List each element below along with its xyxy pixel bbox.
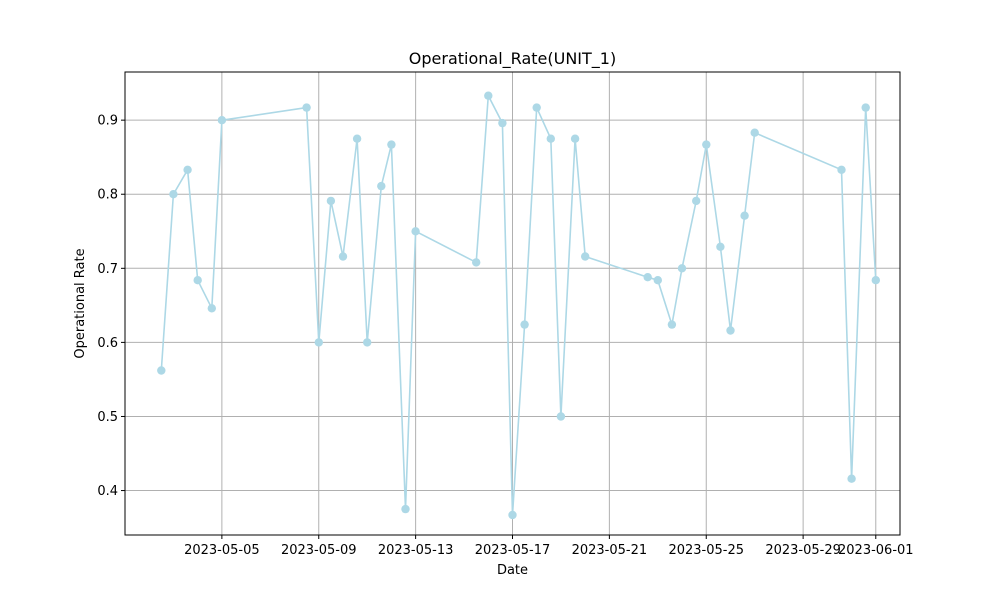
axis-ticks: 2023-05-05 2023-05-09 2023-05-13 2023-05-17… — [97, 114, 913, 558]
data-point — [326, 196, 336, 206]
data-point — [377, 181, 386, 191]
data-point — [716, 242, 725, 251]
data-point — [352, 134, 362, 143]
data-point — [546, 134, 555, 143]
data-point — [169, 190, 178, 199]
x-tick-label: 2023-05-05 — [184, 543, 260, 558]
data-point — [871, 276, 880, 285]
data-point — [643, 273, 652, 282]
data-point — [847, 474, 856, 483]
data-point — [726, 326, 735, 335]
data-point — [302, 103, 311, 112]
data-point — [570, 134, 580, 143]
chart-title: Operational_Rate(UNIT_1) — [409, 49, 616, 69]
series-line — [160, 92, 877, 516]
data-point — [183, 165, 192, 174]
data-point — [314, 338, 323, 347]
data-point — [207, 304, 216, 313]
data-point — [411, 227, 420, 236]
data-point — [387, 140, 396, 149]
data-point — [677, 264, 687, 273]
plot-frame — [124, 71, 901, 536]
data-point — [498, 118, 507, 128]
y-axis-label: Operational Rate — [73, 248, 88, 358]
x-axis-label: Date — [497, 563, 528, 578]
data-point — [363, 338, 372, 347]
x-tick-label: 2023-05-13 — [378, 543, 454, 558]
y-tick-label: 0.7 — [97, 262, 118, 277]
data-point — [484, 91, 493, 100]
series — [157, 91, 880, 520]
y-tick-label: 0.4 — [97, 484, 118, 499]
data-point — [157, 366, 166, 375]
x-tick-label: 2023-05-09 — [281, 543, 357, 558]
data-point — [750, 128, 759, 137]
data-point — [472, 258, 481, 267]
data-point — [532, 103, 541, 112]
y-tick-label: 0.8 — [97, 188, 118, 203]
x-tick-label: 2023-06-01 — [838, 543, 914, 558]
y-tick-label: 0.5 — [97, 410, 118, 425]
data-point — [401, 504, 410, 514]
data-point — [653, 276, 662, 285]
data-point — [556, 412, 566, 421]
x-tick-label: 2023-05-29 — [765, 543, 841, 558]
data-point — [692, 196, 701, 206]
data-point — [702, 140, 711, 149]
y-tick-label: 0.6 — [97, 336, 118, 351]
y-tick-label: 0.9 — [97, 114, 118, 129]
data-point — [861, 103, 870, 112]
x-tick-label: 2023-05-17 — [475, 543, 551, 558]
x-tick-label: 2023-05-21 — [572, 543, 648, 558]
x-tick-label: 2023-05-25 — [668, 543, 744, 558]
data-point — [520, 320, 529, 329]
data-point — [837, 165, 846, 174]
data-point — [581, 252, 590, 261]
data-point — [193, 276, 202, 285]
data-point — [667, 320, 677, 329]
data-point — [338, 252, 348, 261]
data-point — [217, 116, 227, 125]
data-point — [508, 510, 517, 520]
data-point — [740, 211, 749, 220]
